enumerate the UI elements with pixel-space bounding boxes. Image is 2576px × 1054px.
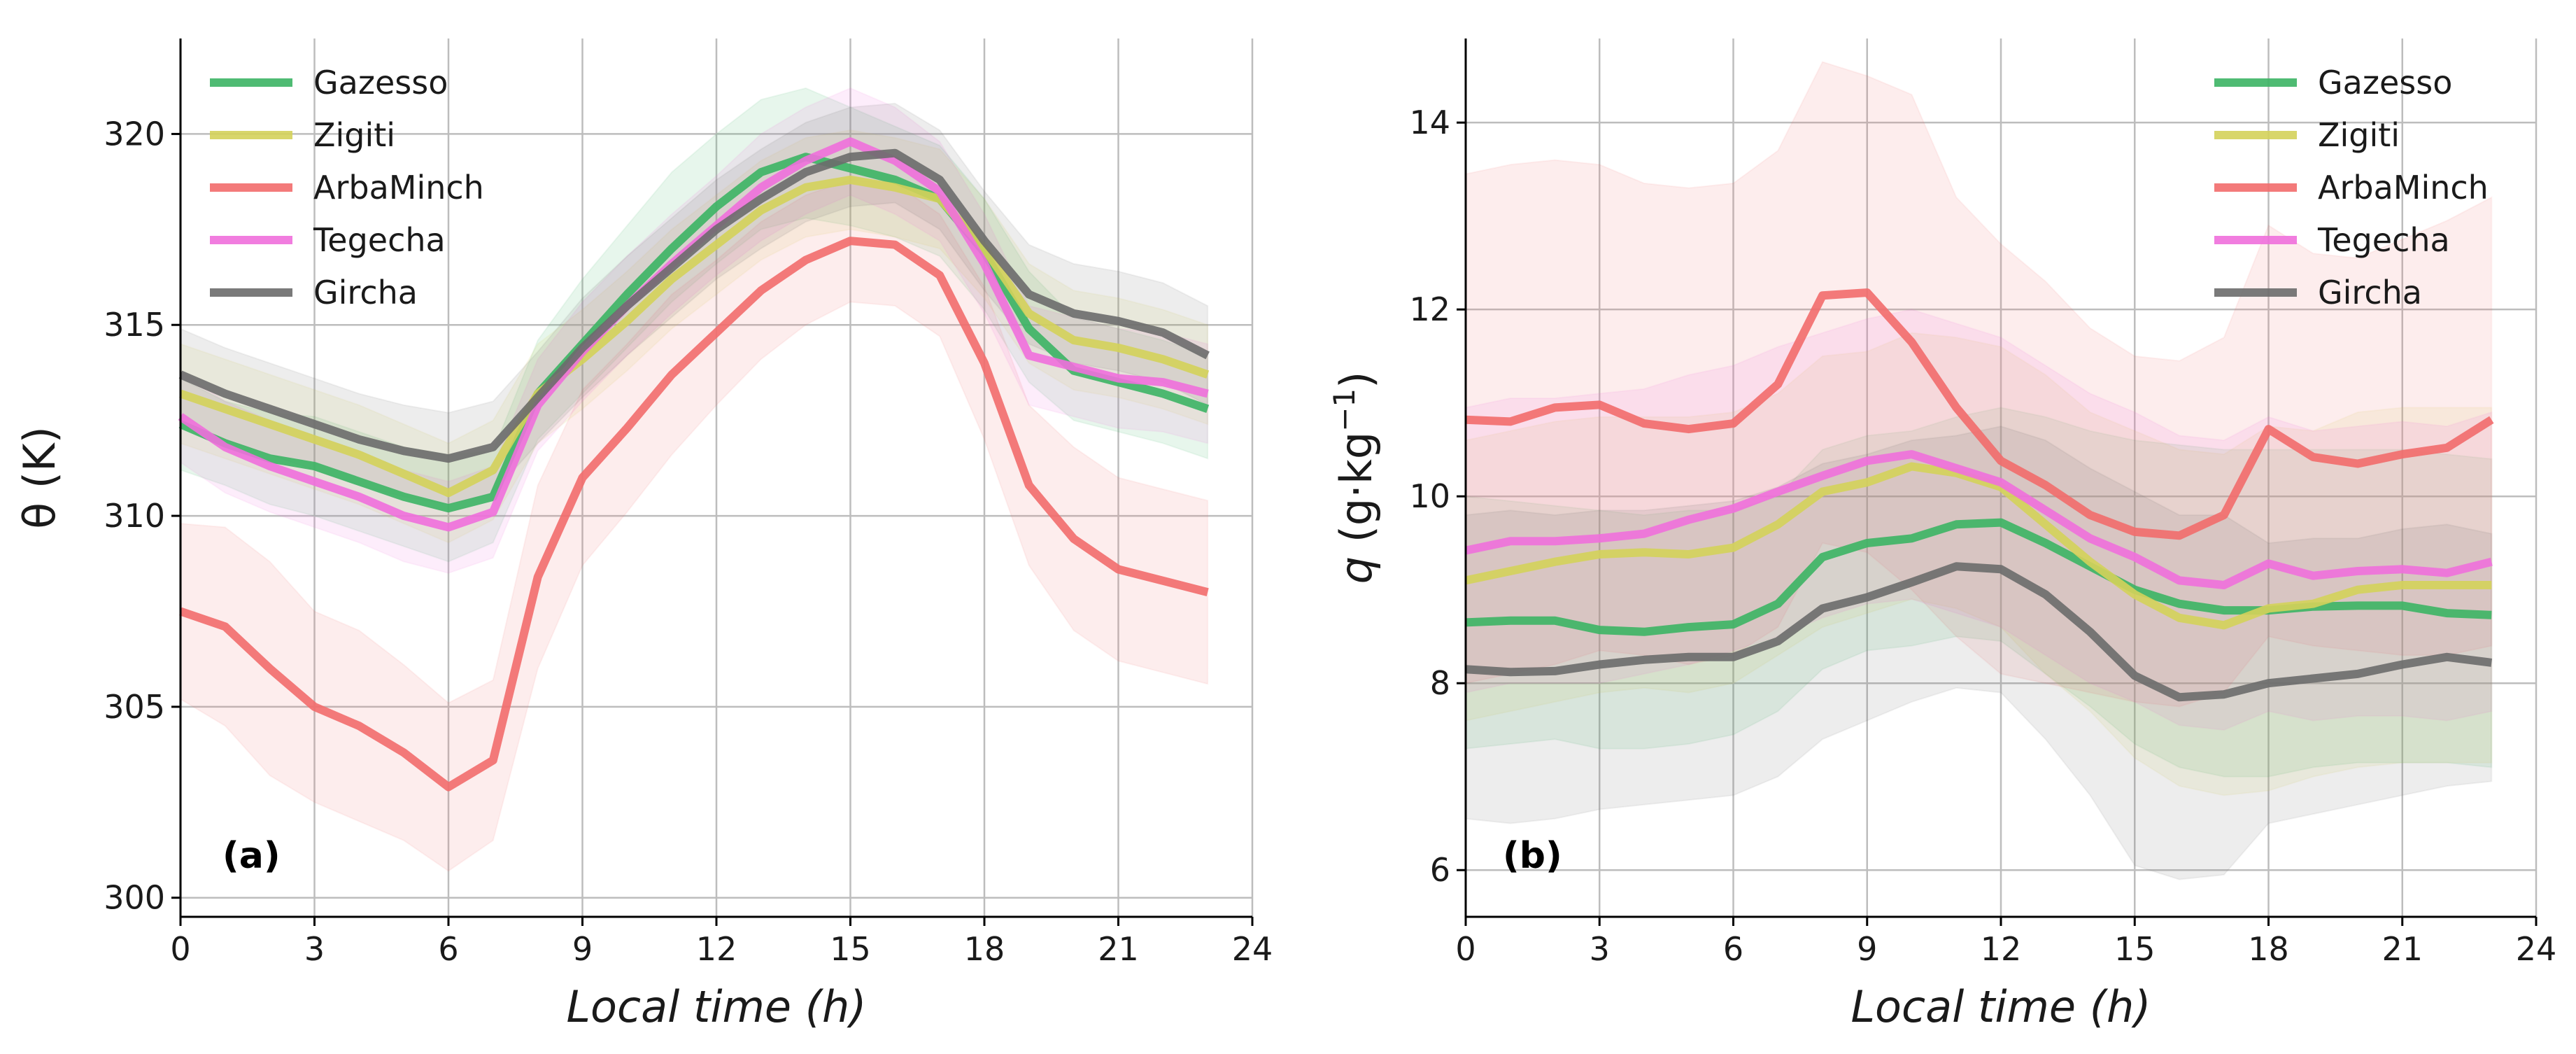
legend-label: Tegecha: [2317, 221, 2450, 259]
y-label-variable: q: [1331, 542, 1382, 584]
y-label-unit: (g·kg: [1331, 432, 1382, 543]
y-axis-label: θ (K): [14, 426, 65, 529]
x-tick-label: 24: [1232, 930, 1273, 968]
legend-label: Gircha: [313, 274, 418, 311]
x-tick-label: 3: [1590, 930, 1610, 968]
x-tick-label: 0: [170, 930, 190, 968]
legend-label: Gazesso: [313, 64, 448, 101]
series-line-tegecha: [1464, 450, 2493, 589]
legend: Gazesso Zigiti ArbaMinch Tegecha Gircha: [2214, 64, 2489, 311]
x-tick-label: 21: [2382, 930, 2423, 968]
series-line-zigiti: [1464, 462, 2492, 630]
series-line-gircha: [1465, 562, 2493, 702]
legend-item-gazesso: Gazesso: [210, 64, 448, 101]
y-tick-label: 320: [104, 115, 165, 153]
x-axis-label: Local time (h): [567, 981, 867, 1032]
series-line-gazesso: [178, 153, 1210, 513]
x-tick-label: 12: [1981, 930, 2022, 968]
legend-label: ArbaMinch: [2318, 169, 2489, 206]
series-band-arbaminch: [180, 178, 1209, 872]
y-tick-label: 300: [104, 879, 165, 917]
legend-item-gazesso: Gazesso: [2214, 64, 2452, 101]
x-tick-label: 6: [438, 930, 458, 968]
panel-b-humidity-chart: 0 3 6 9 12 15 18 21 24 6 8 10 12 14 Local time (h) q (g…: [1327, 38, 2556, 1032]
legend-item-arbaminch: ArbaMinch: [210, 169, 484, 206]
y-label-close: ): [1331, 372, 1382, 388]
x-tick-label: 0: [1455, 930, 1475, 968]
y-axis-label: q (g·kg−1): [1327, 372, 1382, 584]
x-tick-label: 15: [830, 930, 871, 968]
x-tick-label: 18: [964, 930, 1005, 968]
series-line-arbaminch: [1465, 288, 2494, 540]
y-tick-label: 305: [104, 688, 165, 726]
x-tick-label: 6: [1723, 930, 1743, 968]
legend-item-zigiti: Zigiti: [210, 116, 395, 154]
x-tick-label: 21: [1098, 930, 1139, 968]
series-line-arbaminch: [179, 237, 1209, 792]
y-label-exponent: −1: [1327, 388, 1361, 432]
panel-a-theta-chart: 0 3 6 9 12 15 18 21 24 300 305 310 315 320 Local time …: [14, 38, 1273, 1032]
legend-item-gircha: Gircha: [2214, 274, 2422, 311]
legend-label: Zigiti: [2318, 116, 2400, 154]
legend-label: Tegecha: [313, 221, 446, 259]
legend-label: Zigiti: [313, 116, 395, 154]
legend-label: Gircha: [2318, 274, 2422, 311]
y-tick-label: 8: [1430, 664, 1450, 702]
x-tick-label: 12: [696, 930, 737, 968]
panel-label: (a): [222, 835, 281, 877]
y-tick-label: 315: [104, 306, 165, 344]
x-tick-label: 18: [2248, 930, 2289, 968]
x-axis-label: Local time (h): [1851, 981, 2151, 1032]
legend-label: Gazesso: [2318, 64, 2452, 101]
x-tick-label: 15: [2114, 930, 2156, 968]
x-tick-label: 24: [2516, 930, 2557, 968]
y-tick-label: 10: [1409, 477, 1450, 515]
panel-label: (b): [1503, 835, 1562, 877]
y-tick-label: 14: [1409, 104, 1450, 141]
legend-item-arbaminch: ArbaMinch: [2214, 169, 2489, 206]
legend-label: ArbaMinch: [313, 169, 484, 206]
series-band-gircha: [1465, 426, 2493, 880]
x-tick-label: 9: [1857, 930, 1877, 968]
y-tick-label: 6: [1430, 851, 1450, 889]
x-tick-label: 3: [304, 930, 325, 968]
series-line-gazesso: [1465, 518, 2492, 636]
legend-item-tegecha: Tegecha: [2214, 221, 2450, 259]
series-line-zigiti: [179, 175, 1210, 498]
series-band-zigiti: [180, 129, 1209, 544]
series-line-gircha: [178, 148, 1210, 463]
legend: Gazesso Zigiti ArbaMinch Tegecha Gircha: [210, 64, 484, 311]
legend-item-gircha: Gircha: [210, 274, 418, 311]
legend-item-zigiti: Zigiti: [2214, 116, 2400, 154]
x-tick-label: 9: [572, 930, 593, 968]
legend-item-tegecha: Tegecha: [210, 221, 446, 259]
y-tick-label: 310: [104, 497, 165, 535]
y-tick-label: 12: [1409, 290, 1450, 328]
